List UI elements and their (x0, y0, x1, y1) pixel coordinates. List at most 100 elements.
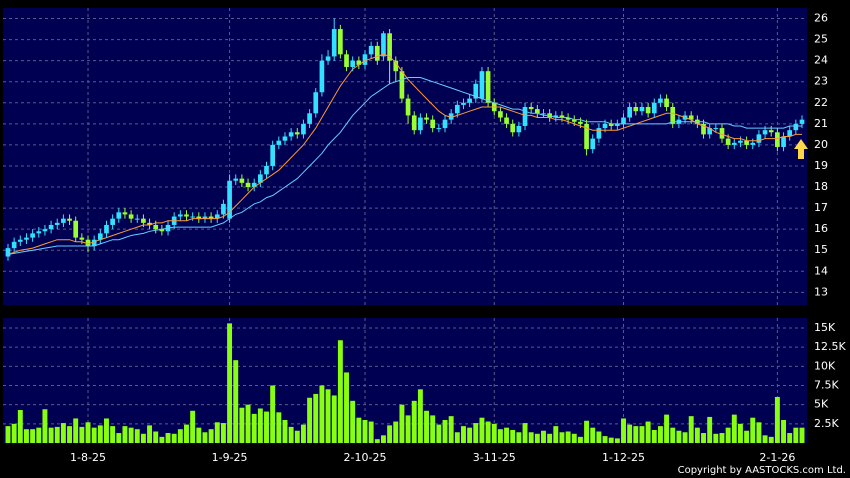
candle-body (454, 104, 460, 114)
volume-bar (331, 395, 337, 443)
candle-body (621, 117, 626, 124)
x-tick-label: 2-1-26 (759, 451, 795, 464)
candle-body (633, 107, 639, 112)
candle-body (264, 165, 269, 175)
volume-bar (264, 411, 269, 443)
volume-bar (196, 427, 202, 443)
volume-bar (190, 410, 196, 443)
candle-body (701, 123, 706, 135)
volume-bar (596, 431, 602, 443)
y-tick-label: 24 (814, 54, 828, 67)
volume-bar (405, 415, 411, 443)
candle-body (608, 123, 614, 126)
candle-body (270, 144, 276, 166)
candle-body (141, 218, 146, 223)
volume-bar (60, 423, 66, 443)
volume-bar (239, 407, 245, 443)
volume-bar (276, 412, 282, 443)
volume-bar (793, 427, 799, 443)
volume-bar (725, 427, 731, 443)
volume-bar (497, 429, 503, 443)
candle-body (30, 233, 35, 238)
volume-bar (473, 423, 479, 443)
volume-bar (128, 427, 134, 443)
volume-bar (707, 416, 713, 443)
candle-body (214, 214, 220, 219)
candle-body (116, 212, 122, 219)
volume-bar (657, 426, 663, 443)
x-tick-label: 1-8-25 (70, 451, 106, 464)
candle-body (239, 178, 245, 183)
volume-bar (17, 410, 23, 443)
volume-bar (547, 433, 553, 443)
volume-bar (350, 400, 356, 443)
candle-body (522, 107, 528, 126)
candle-body (110, 218, 115, 225)
candle-body (781, 136, 786, 148)
y-tick-label: 23 (814, 75, 828, 88)
candle-body (147, 222, 152, 225)
candle-body (584, 123, 589, 150)
volume-bar (491, 423, 497, 443)
volume-bar (319, 385, 325, 443)
candle-body (442, 119, 448, 129)
volume-bar (140, 433, 146, 443)
volume-bar (522, 423, 528, 443)
candle-body (479, 71, 485, 99)
candle-body (565, 117, 571, 120)
signal-arrow (794, 139, 808, 159)
y-tick-label: 7.5K (814, 378, 839, 391)
candle-body (744, 140, 749, 145)
volume-bar (380, 435, 386, 443)
candle-body (639, 107, 645, 112)
x-tick-label: 1-9-25 (212, 451, 248, 464)
candle-body (48, 224, 54, 230)
volume-bar (528, 432, 534, 443)
candle-body (184, 214, 189, 217)
candle-body (768, 130, 774, 133)
candle-body (221, 203, 226, 215)
candle-body (24, 237, 29, 240)
candle-body (313, 92, 319, 114)
x-tick-label: 2-10-25 (344, 451, 387, 464)
candle-body (411, 115, 417, 131)
x-tick-label: 1-12-25 (602, 451, 645, 464)
volume-bar (411, 400, 417, 443)
candle-body (418, 117, 423, 131)
candle-body (627, 107, 632, 118)
moving-average-line (7, 53, 802, 255)
candle-body (61, 218, 66, 223)
candle-body (202, 216, 208, 219)
y-tick-label: 19 (814, 159, 828, 172)
candle-body (787, 130, 793, 137)
candle-body (36, 231, 42, 234)
volume-bar (104, 418, 109, 443)
volume-bar (424, 410, 430, 443)
candle-body (251, 182, 257, 188)
volume-bar (11, 423, 17, 443)
volume-bar (79, 426, 85, 443)
volume-bar (147, 425, 153, 443)
candle-body (294, 132, 300, 135)
volume-bar (214, 422, 220, 443)
candle-body (405, 98, 411, 116)
volume-bar (713, 433, 719, 443)
volume-bar (577, 436, 583, 443)
candle-body (11, 241, 17, 249)
candle-body (738, 140, 743, 143)
volume-bar (344, 372, 349, 443)
candle-body (553, 115, 559, 118)
volume-bar (177, 429, 183, 443)
candle-body (775, 132, 780, 148)
volume-bar (116, 433, 122, 443)
volume-bar (799, 427, 805, 443)
candle-body (301, 123, 306, 135)
volume-bar (621, 418, 626, 443)
volume-bar (325, 389, 331, 443)
volume-bar (719, 433, 725, 443)
candle-body (134, 218, 140, 220)
volume-bar (627, 424, 633, 443)
volume-bar (448, 416, 454, 443)
volume-bar (737, 423, 743, 443)
candle-body (338, 29, 343, 55)
